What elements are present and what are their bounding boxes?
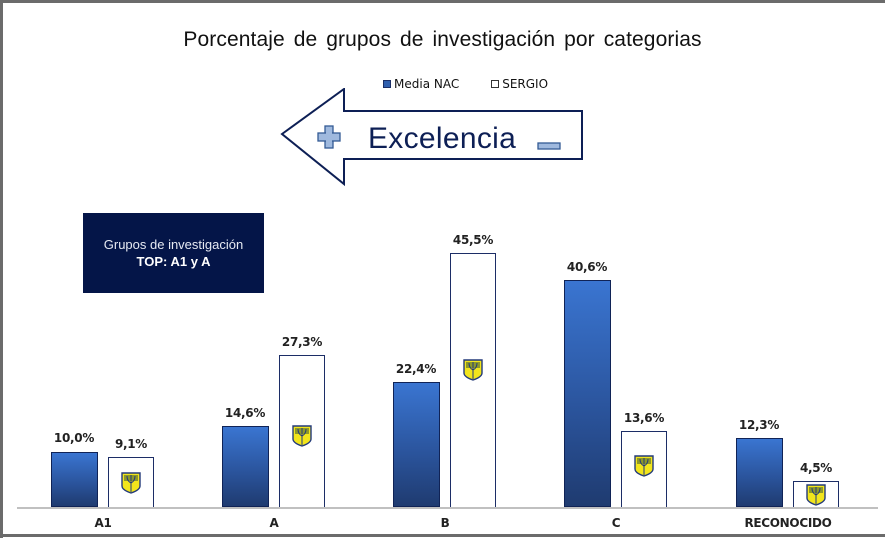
excellence-label: Excelencia (368, 122, 517, 155)
category-label-reconocido: RECONOCIDO (744, 516, 832, 530)
shield-emblem-icon (463, 359, 483, 381)
legend-swatch-sergio (491, 80, 500, 88)
legend-item-media-nac: Media NAC (383, 77, 459, 91)
category-label-b: B (440, 516, 450, 530)
value-label-sergio-reconocido: 4,5% (799, 461, 833, 475)
plus-icon (317, 125, 341, 149)
bar-media-nac-a (222, 426, 269, 507)
chart-legend: Media NAC SERGIO (383, 77, 548, 91)
minus-icon (537, 142, 561, 150)
legend-label-media-nac: Media NAC (394, 77, 460, 91)
value-label-media-nac-c: 40,6% (566, 260, 608, 274)
shield-emblem-icon (634, 455, 654, 477)
value-label-media-nac-reconocido: 12,3% (738, 418, 780, 432)
bar-media-nac-c (564, 280, 611, 507)
bar-media-nac-a1 (51, 452, 98, 507)
value-label-sergio-a1: 9,1% (114, 437, 148, 451)
top-groups-line1: Grupos de investigación (103, 237, 244, 252)
excellence-arrow-icon (280, 88, 583, 187)
shield-emblem-icon (292, 425, 312, 447)
bar-media-nac-b (393, 382, 440, 507)
value-label-media-nac-a1: 10,0% (53, 431, 95, 445)
value-label-sergio-a: 27,3% (281, 335, 323, 349)
chart-title: Porcentaje de grupos de investigación po… (183, 28, 702, 51)
legend-swatch-media-nac (383, 80, 391, 88)
top-groups-line2: TOP: A1 y A (136, 254, 211, 269)
category-label-a: A (269, 516, 279, 530)
bar-media-nac-reconocido (736, 438, 783, 507)
value-label-sergio-c: 13,6% (623, 411, 665, 425)
shield-emblem-icon (806, 484, 826, 506)
top-groups-box: Grupos de investigación TOP: A1 y A (83, 213, 264, 293)
value-label-sergio-b: 45,5% (452, 233, 494, 247)
legend-label-sergio: SERGIO (502, 77, 549, 91)
chart-border-bottom (0, 534, 885, 537)
category-label-c: C (611, 516, 621, 530)
chart-border-left (0, 0, 3, 538)
legend-item-sergio: SERGIO (491, 77, 548, 91)
value-label-media-nac-a: 14,6% (224, 406, 266, 420)
value-label-media-nac-b: 22,4% (395, 362, 437, 376)
shield-emblem-icon (121, 472, 141, 494)
category-label-a1: A1 (94, 516, 112, 530)
x-axis-line (17, 507, 878, 509)
chart-border-top (0, 0, 885, 3)
